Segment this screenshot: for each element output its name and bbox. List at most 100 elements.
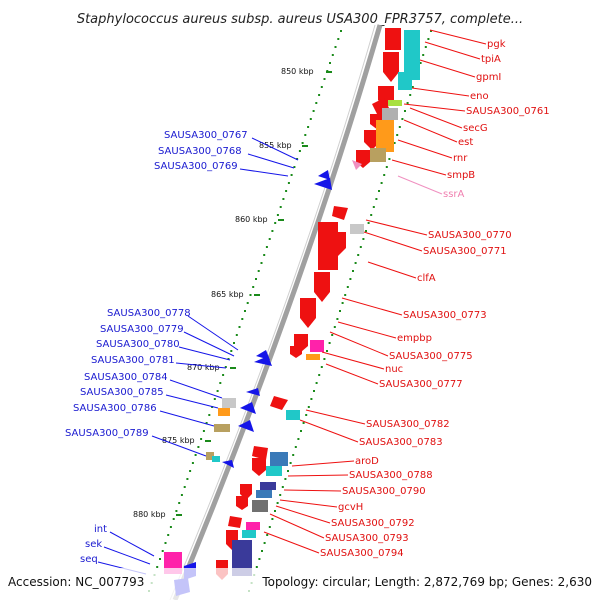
scale-dot	[323, 78, 326, 80]
scale-dot	[260, 262, 263, 264]
accession-text: Accession: NC_007793	[8, 575, 144, 589]
scale-dot	[315, 102, 318, 104]
gene-label-rnr: rnr	[453, 153, 468, 164]
scale-dot	[202, 430, 205, 432]
scale-dot	[354, 262, 357, 264]
scale-dot	[164, 542, 167, 544]
scale-dot	[194, 454, 197, 456]
scale-dot	[309, 118, 312, 120]
gene-label-0781: SAUSA300_0781	[91, 355, 175, 366]
scale-label-855: 855 kbp	[259, 141, 292, 150]
scale-dot	[205, 422, 208, 424]
scale-dot	[367, 222, 370, 224]
gene-label-ssrA: ssrA	[443, 189, 465, 200]
scale-dot	[289, 462, 292, 464]
scale-dot	[422, 54, 425, 56]
scale-dot	[393, 142, 396, 144]
scale-dot	[244, 310, 246, 312]
scale-dot	[359, 246, 362, 248]
scale-dot	[318, 374, 321, 376]
scale-dot	[339, 310, 341, 312]
scale-dot	[233, 342, 235, 344]
scale-dot	[167, 534, 170, 536]
scale-dot	[274, 222, 277, 224]
scale-dot	[156, 566, 159, 568]
scale-dot	[281, 486, 284, 488]
genome-backbone	[172, 24, 383, 600]
leader-line	[251, 137, 299, 161]
scale-dot	[323, 358, 326, 360]
gene-label-0775: SAUSA300_0775	[389, 351, 473, 362]
scale-dot	[271, 518, 274, 520]
label-leader-lines	[97, 29, 487, 575]
scale-dot	[331, 54, 334, 56]
scale-dot	[208, 414, 211, 416]
scale-ticks	[176, 71, 332, 516]
leader-line	[391, 159, 447, 176]
gene-label-0780: SAUSA300_0780	[96, 339, 180, 350]
scale-dot	[329, 62, 331, 64]
scale-dot	[235, 334, 238, 336]
gene-label-secG: secG	[463, 123, 488, 134]
leader-line	[397, 175, 443, 195]
leader-line	[341, 297, 403, 316]
scale-dot	[411, 86, 414, 88]
scale-dot	[375, 198, 378, 200]
scale-dot	[276, 502, 279, 504]
scale-dot	[227, 358, 230, 360]
scale-dot	[263, 542, 266, 544]
footer-band	[0, 568, 600, 600]
map-title: Staphylococcus aureus subsp. aureus USA3…	[77, 12, 523, 27]
scale-dot	[301, 142, 304, 144]
leader-line	[169, 379, 223, 399]
scale-dot	[219, 382, 222, 384]
scale-dot	[320, 366, 323, 368]
scale-dot	[241, 318, 244, 320]
gene-label-0782: SAUSA300_0782	[366, 419, 450, 430]
gene-label-sek: sek	[85, 539, 102, 550]
scale-dot	[268, 238, 271, 240]
scale-dot	[186, 478, 189, 480]
scale-dot	[315, 382, 318, 384]
scale-dot	[197, 446, 200, 448]
gene-label-0784: SAUSA300_0784	[84, 372, 168, 383]
leader-line	[175, 362, 227, 369]
leader-line	[165, 394, 219, 409]
gene-label-0794: SAUSA300_0794	[320, 548, 404, 559]
scale-dot	[346, 286, 349, 288]
leader-line	[403, 119, 458, 143]
scale-dot	[297, 438, 300, 440]
scale-label-860: 860 kbp	[235, 215, 268, 224]
scale-dot	[380, 182, 383, 184]
gene-label-0771: SAUSA300_0771	[423, 246, 507, 257]
gene-label-0788: SAUSA300_0788	[349, 470, 433, 481]
genome-backbone-inner	[169, 24, 376, 600]
scale-dot	[222, 374, 225, 376]
scale-dot	[274, 510, 276, 512]
scale-dot	[419, 62, 422, 64]
scale-dot	[401, 118, 404, 120]
scale-dot	[287, 182, 290, 184]
leader-line	[337, 321, 397, 339]
gene-label-int: int	[94, 524, 107, 535]
scale-dot	[404, 110, 406, 112]
scale-dot	[424, 46, 427, 48]
leader-line	[299, 419, 359, 443]
scale-dot	[287, 470, 289, 472]
scale-dot	[292, 454, 295, 456]
gene-label-0779: SAUSA300_0779	[100, 324, 184, 335]
scale-dot	[216, 390, 219, 392]
leader-line	[305, 409, 366, 425]
leader-line	[397, 139, 453, 159]
scale-dot	[230, 350, 233, 352]
gene-label-nuc: nuc	[385, 364, 403, 375]
gene-label-0785: SAUSA300_0785	[80, 387, 164, 398]
scale-dot	[388, 158, 391, 160]
scale-dot	[189, 470, 192, 472]
scale-dot	[169, 526, 172, 528]
scale-dot	[252, 286, 255, 288]
scale-dot	[284, 478, 287, 480]
scale-dot	[290, 174, 293, 176]
scale-dot	[406, 102, 409, 104]
